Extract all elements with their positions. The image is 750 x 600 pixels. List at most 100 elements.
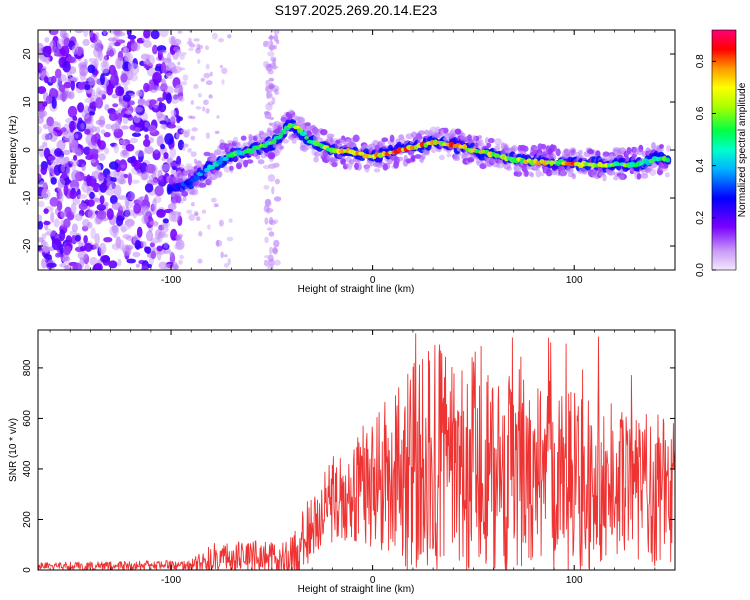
spectrogram-blob: [122, 234, 132, 239]
spectrogram-blob: [117, 171, 125, 178]
spectrogram-blob: [190, 100, 194, 105]
spectrogram-blob: [71, 169, 81, 182]
spectrogram-blob: [174, 87, 179, 94]
spectrogram-blob: [80, 123, 85, 130]
spectrogram-blob: [195, 47, 201, 54]
spectrogram-blob: [208, 94, 213, 99]
spectrogram-blob: [177, 61, 181, 66]
spectrogram-blob: [381, 137, 389, 142]
spectrogram-blob: [182, 147, 186, 151]
spectrogram-blob: [212, 32, 218, 40]
spectrogram-blob: [74, 213, 83, 222]
spectrogram-blob: [143, 139, 151, 147]
spectrogram-blob: [221, 67, 228, 75]
spectrogram-blob: [155, 85, 165, 91]
spectrogram-blob: [74, 133, 79, 139]
spectrogram-blob: [602, 173, 607, 182]
spectrogram-blob: [187, 148, 192, 153]
spectrogram-blob: [268, 77, 275, 82]
spectrogram-blob: [82, 38, 90, 47]
spectrogram-blob: [158, 101, 163, 110]
spectrogram-blob: [106, 84, 114, 96]
spectrogram-blob: [38, 72, 42, 79]
spectrogram-blob: [115, 215, 124, 227]
spectrogram-blob: [84, 263, 90, 270]
spectrogram-blob: [133, 203, 142, 214]
spectrogram-blob: [218, 38, 224, 43]
spectrogram-blob: [160, 124, 167, 129]
spectrogram-blob: [50, 211, 55, 223]
spectrogram-blob: [177, 30, 183, 34]
spectrogram-blob: [62, 60, 71, 73]
spectrogram-blob: [94, 233, 100, 245]
spectrogram-blob: [67, 105, 78, 118]
spectrogram-blob: [179, 54, 185, 60]
spectrogram-blob: [103, 237, 113, 243]
spectrogram-blob: [269, 116, 274, 121]
spectrogram-blob: [48, 130, 58, 142]
spectrogram-blob: [200, 77, 205, 82]
snr-y-tick-label: 400: [22, 460, 33, 477]
spectrogram-blob: [530, 172, 535, 178]
spectrogram-blob: [90, 227, 96, 240]
spectrogram-blob: [281, 139, 289, 144]
spectrogram-blob: [186, 209, 193, 214]
spectrogram-blob: [78, 82, 85, 90]
spectrogram-blob: [115, 57, 124, 69]
spectrogram-blob: [54, 148, 63, 157]
spectrogram-blob: [89, 256, 98, 266]
spectrogram-blob: [651, 142, 656, 150]
spectrogram-blob: [636, 173, 642, 180]
spectrogram-blob: [246, 159, 254, 164]
spectrogram-blob: [38, 125, 42, 135]
spectrogram-blob: [41, 258, 48, 269]
spectrogram-blob: [88, 148, 99, 155]
spectrogram-blob: [50, 75, 57, 84]
spectrogram-blob: [50, 229, 57, 237]
spectrogram-blob: [87, 64, 96, 74]
spectrogram-blob: [195, 106, 202, 110]
spectrogram-blob: [111, 202, 122, 211]
spectrogram-blob: [193, 188, 199, 196]
spectrogram-x-tick-label: -100: [161, 275, 181, 286]
spectrogram-blob: [38, 200, 45, 208]
spectrogram-blob: [514, 170, 523, 177]
spectrogram-blob: [55, 77, 62, 83]
spectrogram-blob: [288, 109, 295, 114]
spectrogram-blob: [595, 150, 601, 158]
spectrogram-blob: [446, 153, 452, 158]
spectrogram-blob: [63, 245, 72, 256]
spectrogram-blob: [156, 245, 163, 252]
spectrogram-blob: [659, 144, 664, 149]
spectrogram-blob: [56, 200, 63, 212]
spectrogram-blob: [175, 132, 180, 139]
spectrogram-blob: [83, 235, 88, 244]
spectrogram-blob: [45, 95, 53, 104]
spectrogram-blob: [177, 139, 185, 151]
spectrogram-blob: [136, 168, 141, 175]
spectrogram-blob: [273, 30, 280, 35]
spectrogram-blob: [41, 133, 51, 141]
spectrogram-blob: [176, 50, 181, 57]
spectrogram-blob: [205, 63, 210, 70]
spectrogram-blob: [72, 148, 78, 154]
spectrogram-blob: [159, 233, 169, 238]
spectrogram-blob: [120, 125, 129, 130]
spectrogram-blob: [373, 168, 381, 173]
spectrogram-blob: [207, 164, 213, 170]
spectrogram-blob: [116, 176, 121, 184]
spectrogram-blob: [214, 130, 220, 134]
colorbar: 0.0 0.2 0.4 0.6 0.8 Normalized spectral ampl…: [695, 29, 748, 277]
spectrogram-blob: [150, 30, 160, 40]
spectrogram-blob: [47, 155, 56, 161]
spectrogram-blob: [569, 168, 574, 175]
spectrogram-blob: [60, 255, 71, 262]
spectrogram-blob: [70, 76, 79, 82]
spectrogram-blob: [129, 137, 138, 144]
spectrogram-blob: [152, 44, 158, 55]
spectrogram-blob: [424, 129, 429, 136]
spectrogram-blob: [104, 104, 110, 111]
spectrogram-blob: [102, 30, 107, 36]
spectrogram-blob: [93, 197, 100, 202]
spectrogram-blob: [267, 174, 276, 182]
